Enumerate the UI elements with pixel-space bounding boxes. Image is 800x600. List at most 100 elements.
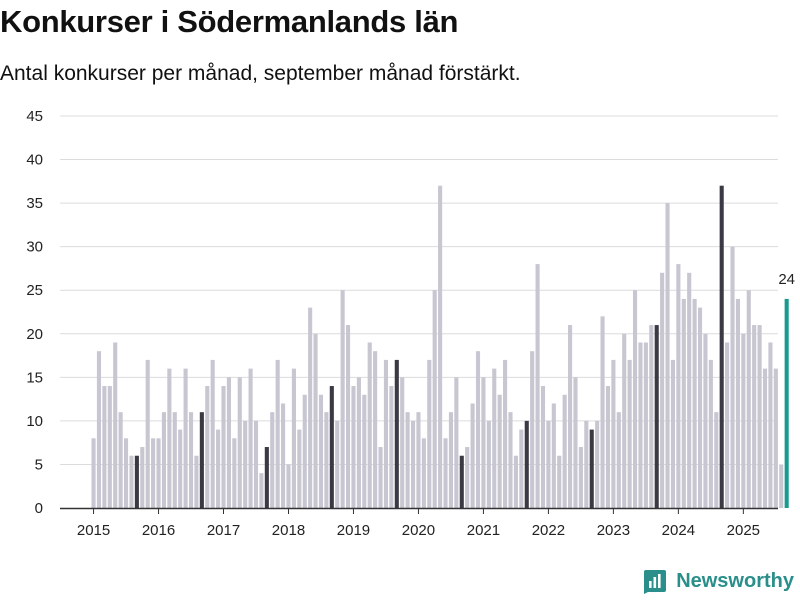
- bar: [551, 403, 556, 508]
- y-tick-label: 5: [35, 456, 43, 473]
- bar: [779, 464, 784, 508]
- bar: [519, 429, 524, 508]
- bar: [589, 429, 594, 508]
- bar: [302, 394, 307, 508]
- bar: [638, 342, 643, 508]
- bar: [346, 325, 351, 508]
- bar: [194, 455, 199, 508]
- y-tick-label: 45: [26, 108, 43, 125]
- bar: [784, 298, 789, 508]
- bar: [145, 359, 150, 508]
- bar: [291, 368, 296, 508]
- bar: [708, 359, 713, 508]
- bar: [340, 290, 345, 508]
- bar: [405, 412, 410, 508]
- bar: [752, 325, 757, 508]
- bar: [329, 386, 334, 508]
- bar: [633, 290, 638, 508]
- bars: [91, 185, 789, 509]
- bar: [513, 455, 518, 508]
- bar: [188, 412, 194, 508]
- bar: [649, 325, 654, 508]
- bar: [275, 359, 280, 508]
- bar: [113, 342, 118, 508]
- x-tick-label: 2021: [467, 522, 500, 539]
- bar: [687, 272, 692, 508]
- bar: [91, 438, 96, 508]
- bar: [714, 412, 719, 508]
- y-tick-label: 40: [26, 152, 43, 169]
- annotations: 24: [778, 271, 795, 288]
- y-tick-label: 30: [26, 239, 43, 256]
- bar: [622, 333, 627, 508]
- bar: [389, 386, 394, 508]
- bar: [226, 377, 231, 508]
- bar: [156, 438, 161, 508]
- bar: [167, 368, 172, 508]
- bar: [297, 429, 302, 508]
- bar: [660, 272, 665, 508]
- bar: [362, 394, 367, 508]
- bar: [373, 351, 378, 508]
- bar: [394, 359, 399, 508]
- x-tick-label: 2022: [532, 522, 565, 539]
- y-tick-label: 10: [26, 413, 43, 430]
- bar: [562, 394, 567, 508]
- x-tick-label: 2024: [662, 522, 695, 539]
- newsworthy-logo-icon: [644, 570, 667, 594]
- bar: [443, 438, 448, 508]
- bar: [725, 342, 730, 508]
- bar: [324, 412, 329, 508]
- bar: [486, 420, 491, 508]
- bar: [703, 333, 708, 508]
- bar: [264, 447, 269, 508]
- bar: [318, 394, 324, 508]
- bar: [454, 377, 459, 508]
- bar: [681, 298, 686, 508]
- bar: [134, 455, 139, 508]
- bar: [524, 420, 529, 508]
- bar: [421, 438, 426, 508]
- bar: [481, 377, 486, 508]
- brand-logo[interactable]: Newsworthy: [642, 568, 794, 594]
- bar: [438, 185, 443, 508]
- bar: [400, 377, 405, 508]
- bar: [535, 264, 540, 508]
- y-tick-label: 15: [26, 369, 43, 386]
- bar: [248, 368, 253, 508]
- bar: [416, 412, 421, 508]
- bar: [773, 368, 778, 508]
- x-tick-label: 2023: [597, 522, 630, 539]
- bar: [595, 420, 600, 508]
- bar: [762, 368, 768, 508]
- bar: [178, 429, 183, 508]
- bar: [768, 342, 773, 508]
- bar: [741, 333, 746, 508]
- bar: [730, 246, 735, 509]
- bar: [746, 290, 751, 508]
- bar: [210, 359, 215, 508]
- bar: [151, 438, 156, 508]
- x-tick-label: 2015: [77, 522, 110, 539]
- bar: [367, 342, 372, 508]
- bar: [605, 386, 611, 508]
- bar: [221, 386, 226, 508]
- bar: [356, 377, 361, 508]
- bar: [107, 386, 112, 508]
- y-tick-label: 35: [26, 195, 43, 212]
- y-tick-label: 20: [26, 326, 43, 343]
- bar: [253, 420, 259, 508]
- x-axis-labels: 2015 2016 2017 2018 2019 2020 2021 2022 2023 2024…: [77, 522, 760, 539]
- bar: [654, 325, 659, 508]
- bar: [216, 429, 221, 508]
- bar: [199, 412, 204, 508]
- bar: [123, 438, 129, 508]
- bar: [427, 359, 432, 508]
- bar: [497, 394, 502, 508]
- bar: [465, 447, 470, 508]
- bar: [140, 447, 145, 508]
- bar: [286, 464, 291, 508]
- bar: [183, 368, 188, 508]
- bar: [627, 359, 632, 508]
- bar: [643, 342, 648, 508]
